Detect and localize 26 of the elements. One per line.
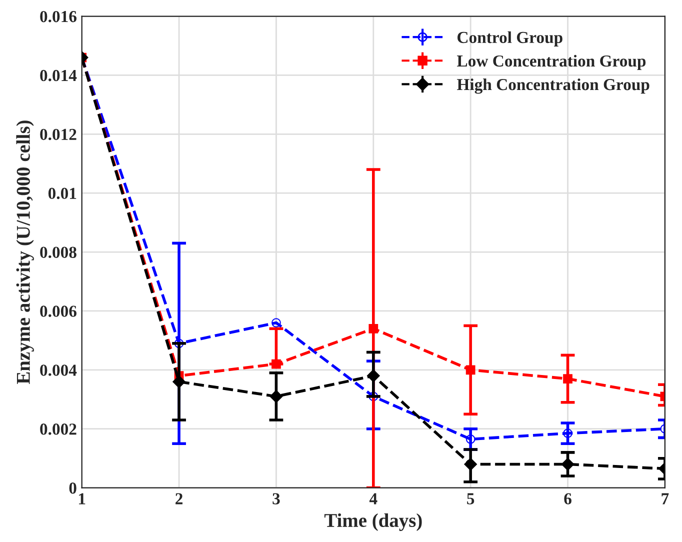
- legend-label: High Concentration Group: [457, 78, 650, 94]
- x-tick-label: 1: [79, 493, 86, 504]
- y-tick-label: 0.006: [40, 306, 76, 317]
- x-tick-label: 5: [467, 493, 474, 504]
- y-tick-label: 0.004: [40, 364, 77, 376]
- x-tick-label: 3: [272, 493, 280, 504]
- y-tick-label: 0: [69, 482, 76, 494]
- y-tick-label: 0.014: [40, 70, 77, 82]
- point: [466, 434, 476, 444]
- x-tick-label: 4: [369, 493, 378, 504]
- y-tick-label: 0.002: [40, 424, 76, 435]
- point: [174, 338, 184, 348]
- x-tick-label: 2: [176, 493, 182, 504]
- point: [563, 428, 572, 438]
- y-tick-label: 0.008: [40, 246, 76, 258]
- y-tick-label: 0.012: [40, 128, 76, 140]
- x-tick-label: 6: [564, 493, 572, 504]
- legend-label: Control Group: [458, 31, 562, 46]
- y-tick-label: 0.016: [40, 10, 76, 22]
- y-axis-title: Enzyme activity (U/10,000 cells): [16, 120, 34, 384]
- point: [272, 318, 281, 328]
- y-tick-label: 0.01: [48, 188, 76, 200]
- x-axis-title: Time (days): [324, 513, 422, 532]
- legend-label: Low Concentration Group: [457, 54, 646, 70]
- x-tick-label: 7: [662, 493, 669, 504]
- point: [368, 392, 378, 402]
